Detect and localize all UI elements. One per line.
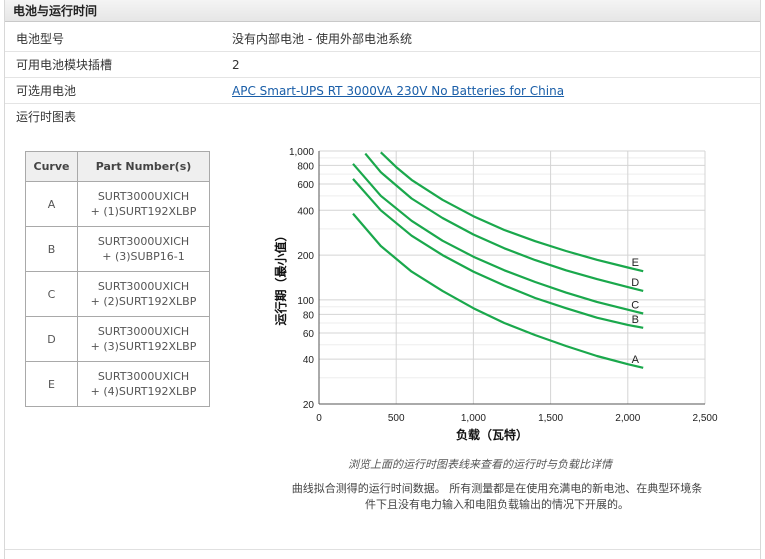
table-row: E SURT3000UXICH + (4)SURT192XLBP [25, 361, 210, 407]
part-line: + (1)SURT192XLBP [90, 205, 197, 218]
note-line: 曲线拟合测得的运行时间数据。 所有测量都是在使用充满电的新电池、在典型环境条 [291, 482, 703, 495]
part-line: + (3)SURT192XLBP [90, 340, 197, 353]
part-cell: SURT3000UXICH + (2)SURT192XLBP [77, 271, 210, 317]
section-header: 电池与运行时间 [5, 0, 760, 22]
table-row: B SURT3000UXICH + (3)SUBP16-1 [25, 226, 210, 272]
part-line: SURT3000UXICH [97, 370, 190, 383]
series-label-c: C [631, 300, 639, 312]
curve-cell: D [25, 316, 78, 362]
table-row: D SURT3000UXICH + (3)SURT192XLBP [25, 316, 210, 362]
y-tick-label: 400 [297, 206, 314, 217]
part-cell: SURT3000UXICH + (3)SURT192XLBP [77, 316, 210, 362]
part-line: SURT3000UXICH [97, 235, 190, 248]
part-cell: SURT3000UXICH + (1)SURT192XLBP [77, 181, 210, 227]
y-tick-label: 800 [297, 161, 314, 172]
curve-cell: A [25, 181, 78, 227]
x-tick-label: 500 [388, 413, 405, 424]
y-tick-label: 60 [303, 329, 315, 340]
series-line-b [352, 178, 644, 329]
divider [5, 549, 760, 550]
table-row: C SURT3000UXICH + (2)SURT192XLBP [25, 271, 210, 317]
table-row: A SURT3000UXICH + (1)SURT192XLBP [25, 181, 210, 227]
spec-row-slots: 可用电池模块插槽 2 [5, 52, 760, 78]
column-header-part-numbers: Part Number(s) [77, 151, 210, 182]
spec-label: 可用电池模块插槽 [16, 58, 113, 72]
series-label-b: B [632, 314, 639, 326]
part-line: + (3)SUBP16-1 [102, 250, 185, 263]
measurement-note: 曲线拟合测得的运行时间数据。 所有测量都是在使用充满电的新电池、在典型环境条 件… [262, 481, 732, 513]
part-cell: SURT3000UXICH + (4)SURT192XLBP [77, 361, 210, 407]
series-label-a: A [632, 354, 640, 366]
y-tick-label: 1,000 [289, 147, 314, 158]
x-axis-title: 负载（瓦特） [456, 427, 528, 442]
curve-cell: E [25, 361, 78, 407]
spec-row-runtime-chart: 运行时图表 [5, 104, 760, 130]
series-label-e: E [632, 257, 639, 269]
table-header-row: Curve Part Number(s) [25, 151, 210, 182]
curve-cell: B [25, 226, 78, 272]
y-tick-label: 200 [297, 251, 314, 262]
spec-value: 没有内部电池 - 使用外部电池系统 [232, 32, 412, 46]
x-tick-label: 1,500 [538, 413, 563, 424]
part-line: + (4)SURT192XLBP [90, 385, 197, 398]
curve-part-table: Curve Part Number(s) A SURT3000UXICH + (1… [25, 151, 210, 407]
series-line-d [364, 152, 644, 292]
part-line: SURT3000UXICH [97, 190, 190, 203]
spec-label: 电池型号 [16, 32, 65, 46]
spec-label: 可选用电池 [16, 84, 77, 98]
series-line-a [352, 212, 644, 369]
curve-cell: C [25, 271, 78, 317]
part-line: SURT3000UXICH [97, 280, 190, 293]
column-header-curve: Curve [25, 151, 78, 182]
chart-caption: 浏览上面的运行时图表线来查看的运行时与负载比详情 [348, 458, 612, 471]
x-tick-label: 2,500 [692, 413, 717, 424]
x-tick-label: 1,000 [461, 413, 486, 424]
y-tick-label: 80 [303, 310, 315, 321]
x-tick-label: 2,000 [615, 413, 640, 424]
spec-value: APC Smart-UPS RT 3000VA 230V No Batterie… [232, 78, 564, 104]
part-line: SURT3000UXICH [97, 325, 190, 338]
y-axis-title: 运行期（最小值） [273, 229, 288, 325]
spec-row-battery-model: 电池型号 没有内部电池 - 使用外部电池系统 [5, 26, 760, 52]
runtime-chart-svg: 20 40 60 80 100 200 400 600 800 1,000 0 500 1,000 1,5… [273, 147, 718, 442]
series-label-d: D [631, 277, 639, 289]
battery-product-link[interactable]: APC Smart-UPS RT 3000VA 230V No Batterie… [232, 84, 565, 98]
note-line: 件下且没有电力输入和电阻负载输出的情况下开展的。 [365, 498, 629, 511]
y-tick-label: 100 [297, 296, 314, 307]
part-cell: SURT3000UXICH + (3)SUBP16-1 [77, 226, 210, 272]
x-tick-label: 0 [316, 413, 322, 424]
spec-label: 运行时图表 [16, 110, 77, 124]
spec-value: 2 [232, 58, 240, 72]
spec-row-optional-battery: 可选用电池 APC Smart-UPS RT 3000VA 230V No Ba… [5, 78, 760, 104]
y-tick-label: 600 [297, 180, 314, 191]
y-tick-label: 40 [303, 355, 315, 366]
runtime-chart: 20 40 60 80 100 200 400 600 800 1,000 0 500 1,000 1,5… [265, 140, 725, 450]
series-line-e [380, 151, 644, 273]
y-tick-label: 20 [303, 400, 315, 411]
series-line-c [352, 163, 644, 315]
part-line: + (2)SURT192XLBP [90, 295, 197, 308]
content-frame [4, 0, 761, 559]
